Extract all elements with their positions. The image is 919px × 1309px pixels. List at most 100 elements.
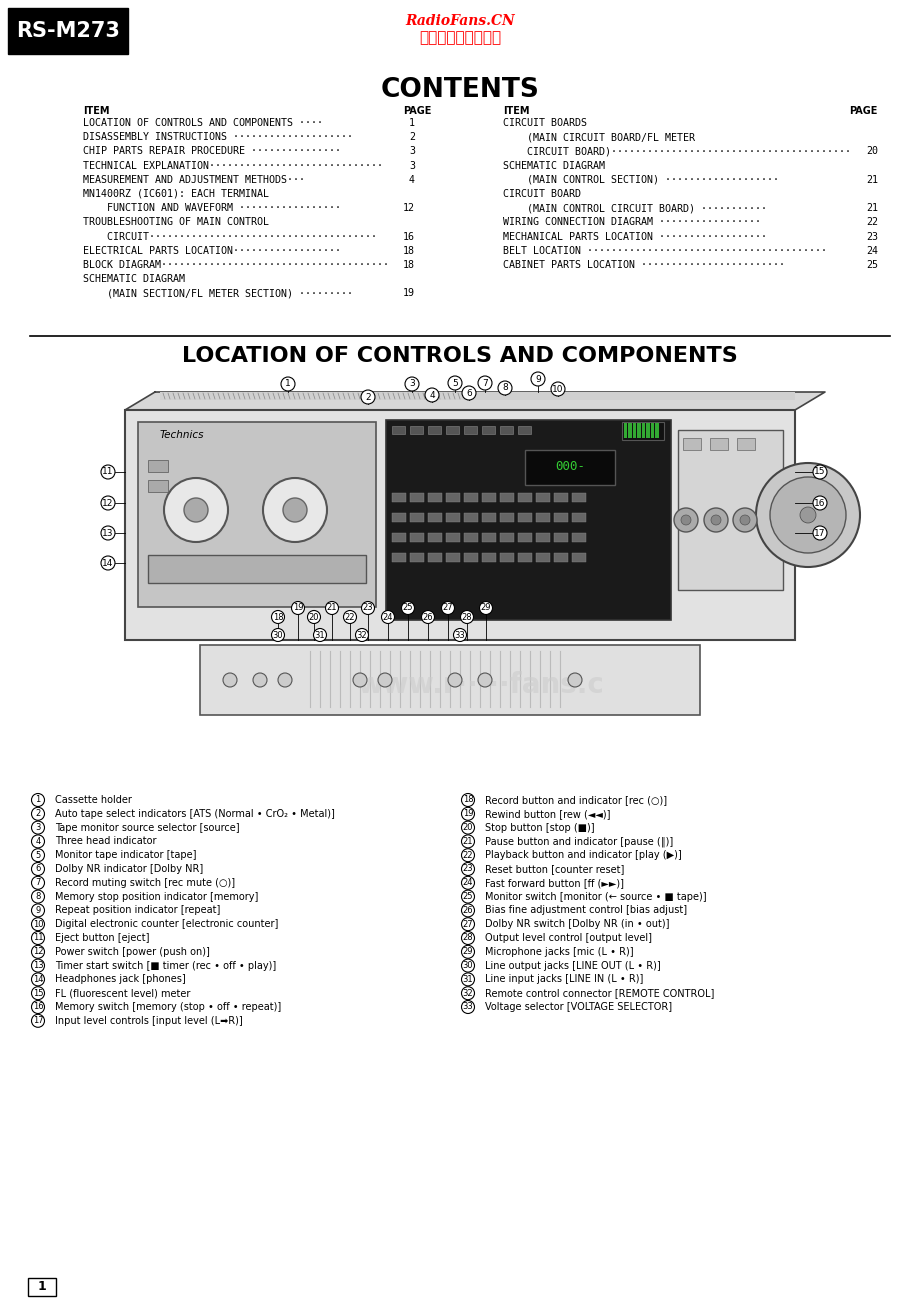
Text: 12: 12 [33, 948, 43, 957]
Bar [410, 552, 424, 562]
Text: 7: 7 [35, 878, 40, 888]
Circle shape [271, 628, 284, 641]
Circle shape [101, 465, 115, 479]
Circle shape [31, 987, 44, 1000]
Text: 17: 17 [813, 529, 825, 538]
Circle shape [343, 610, 357, 623]
Text: 17: 17 [33, 1016, 43, 1025]
Bar [736, 439, 754, 450]
Text: CIRCUIT······································: CIRCUIT·································… [83, 232, 377, 242]
Bar [427, 493, 441, 501]
Text: 1: 1 [409, 118, 414, 128]
Bar [427, 533, 441, 542]
Text: 8: 8 [35, 893, 40, 901]
Text: CONTENTS: CONTENTS [380, 77, 539, 103]
Text: 22: 22 [345, 613, 355, 622]
Circle shape [461, 808, 474, 821]
Circle shape [461, 863, 474, 876]
Text: 16: 16 [33, 1003, 43, 1012]
Circle shape [461, 821, 474, 834]
Text: 31: 31 [462, 975, 472, 984]
Text: 1: 1 [35, 796, 40, 805]
Text: Timer start switch [■ timer (rec • off • play)]: Timer start switch [■ timer (rec • off •… [55, 961, 276, 970]
Circle shape [461, 918, 474, 931]
Circle shape [812, 465, 826, 479]
Circle shape [31, 863, 44, 876]
Circle shape [441, 602, 454, 614]
Circle shape [453, 628, 466, 641]
Bar [391, 425, 404, 435]
Text: Input level controls [input level (L➡R)]: Input level controls [input level (L➡R)] [55, 1016, 243, 1026]
Text: 28: 28 [461, 613, 471, 622]
Text: 19: 19 [462, 809, 472, 818]
Text: 6: 6 [466, 389, 471, 398]
Text: 2: 2 [409, 132, 414, 143]
Circle shape [448, 673, 461, 687]
Text: (MAIN SECTION/FL METER SECTION) ·········: (MAIN SECTION/FL METER SECTION) ········… [83, 288, 353, 298]
Text: BELT LOCATION ········································: BELT LOCATION ··························… [503, 246, 826, 255]
Text: 3: 3 [409, 380, 414, 389]
Bar [499, 513, 514, 522]
Bar [446, 425, 459, 435]
Circle shape [31, 1000, 44, 1013]
Text: Tape monitor source selector [source]: Tape monitor source selector [source] [55, 822, 239, 833]
Circle shape [307, 610, 320, 623]
Circle shape [361, 602, 374, 614]
Circle shape [567, 673, 582, 687]
Text: 6: 6 [35, 864, 40, 873]
Circle shape [280, 377, 295, 391]
Text: RS-M273: RS-M273 [16, 21, 119, 41]
Text: CIRCUIT BOARD: CIRCUIT BOARD [503, 188, 581, 199]
Text: 10: 10 [33, 920, 43, 928]
Circle shape [421, 610, 434, 623]
Text: 16: 16 [403, 232, 414, 242]
Text: Monitor tape indicator [tape]: Monitor tape indicator [tape] [55, 851, 197, 860]
Bar [553, 513, 567, 522]
Text: 12: 12 [102, 499, 114, 508]
Bar [621, 421, 664, 440]
Text: FUNCTION AND WAVEFORM ·················: FUNCTION AND WAVEFORM ················· [83, 203, 341, 213]
Text: 23: 23 [865, 232, 877, 242]
Bar [628, 423, 631, 439]
Bar [536, 513, 550, 522]
Circle shape [461, 835, 474, 848]
Bar [446, 552, 460, 562]
Bar [654, 423, 658, 439]
Text: Record button and indicator [rec (○)]: Record button and indicator [rec (○)] [484, 795, 666, 805]
Bar [536, 552, 550, 562]
Bar [410, 513, 424, 522]
Text: 33: 33 [454, 631, 465, 640]
Circle shape [184, 497, 208, 522]
Bar [199, 645, 699, 715]
Bar [391, 513, 405, 522]
Bar [427, 552, 441, 562]
Circle shape [461, 848, 474, 861]
Text: 32: 32 [462, 988, 472, 997]
Text: 29: 29 [481, 603, 491, 613]
Bar [410, 533, 424, 542]
Text: LOCATION OF CONTROLS AND COMPONENTS ····: LOCATION OF CONTROLS AND COMPONENTS ···· [83, 118, 323, 128]
Bar [148, 459, 168, 473]
Text: Cassette holder: Cassette holder [55, 795, 131, 805]
Bar [553, 533, 567, 542]
Text: 25: 25 [865, 260, 877, 270]
Text: 21: 21 [865, 175, 877, 185]
Text: RadioFans.CN: RadioFans.CN [404, 14, 515, 27]
Bar [386, 420, 670, 620]
Text: 33: 33 [462, 1003, 473, 1012]
Bar [446, 533, 460, 542]
Text: 26: 26 [422, 613, 433, 622]
Text: 18: 18 [403, 260, 414, 270]
Circle shape [461, 905, 474, 916]
Circle shape [703, 508, 727, 531]
Bar [525, 450, 614, 486]
Text: Output level control [output level]: Output level control [output level] [484, 933, 652, 942]
Text: 30: 30 [462, 961, 472, 970]
Bar [682, 439, 700, 450]
Circle shape [278, 673, 291, 687]
Text: Headphones jack [phones]: Headphones jack [phones] [55, 974, 186, 984]
Text: 2: 2 [365, 393, 370, 402]
Bar [517, 533, 531, 542]
Bar [463, 533, 478, 542]
Bar [463, 552, 478, 562]
